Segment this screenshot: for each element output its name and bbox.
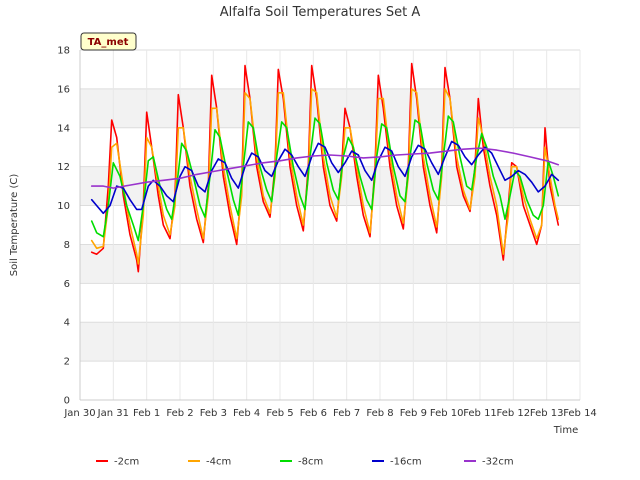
y-tick-label: 4 [64,318,70,329]
x-tick-label: Feb 4 [233,408,260,419]
y-tick-label: 16 [57,84,70,95]
plot-background-bands [80,50,580,400]
plot-band [80,244,580,284]
chart-title: Alfalfa Soil Temperatures Set A [220,5,421,20]
y-tick-label: 0 [64,396,70,407]
legend-label: -32cm [482,457,514,468]
plot-band [80,322,580,362]
x-tick-labels: Jan 30 Jan 31 Feb 1 Feb 2 Feb 3 Feb 4 Feb 5 Feb… [63,408,596,419]
x-axis-label: Time [553,425,578,436]
y-axis-label: Soil Temperature (C) [9,174,20,277]
legend-label: -16cm [390,457,422,468]
station-badge: TA_met [80,32,137,51]
station-badge-box [80,32,137,51]
y-tick-label: 14 [57,123,70,134]
plot-band [80,50,580,89]
legend-label: -4cm [206,457,231,468]
x-tick-label: Feb 11 [463,408,497,419]
plot-band [80,88,580,128]
legend: -2cm -4cm -8cm -16cm -32cm [96,457,514,468]
station-badge-label: TA_met [88,37,129,48]
legend-label: -8cm [298,457,323,468]
x-tick-label: Feb 13 [530,408,564,419]
series-lines [90,62,560,273]
series-line-4cmcm [90,88,560,265]
y-tick-label: 12 [57,162,70,173]
series-line-8cmcm [90,115,560,242]
y-tick-labels: 0 2 4 6 8 10 12 14 16 18 [57,46,70,407]
x-tick-label: Feb 1 [133,408,160,419]
x-tick-label: Feb 14 [563,408,597,419]
x-tick-label: Feb 3 [200,408,227,419]
x-tick-label: Feb 6 [300,408,327,419]
x-tick-label: Feb 10 [430,408,464,419]
y-tick-label: 2 [64,357,70,368]
x-tick-label: Jan 30 [63,408,95,419]
x-tick-label: Feb 2 [166,408,193,419]
series-line-16cmcm [90,140,560,215]
series-line-32cmcm [90,147,560,189]
x-tick-label: Feb 5 [266,408,293,419]
x-tick-label: Feb 7 [333,408,360,419]
grid-lines [79,49,581,401]
x-tick-label: Feb 9 [400,408,427,419]
y-tick-label: 10 [57,201,70,212]
x-tick-label: Feb 8 [366,408,393,419]
x-tick-label: Jan 31 [97,408,129,419]
legend-label: -2cm [114,457,139,468]
y-tick-label: 8 [64,240,70,251]
plot-band [80,361,580,400]
plot-band [80,283,580,323]
y-tick-label: 18 [57,46,70,57]
x-tick-label: Feb 12 [497,408,531,419]
y-tick-label: 6 [64,279,70,290]
